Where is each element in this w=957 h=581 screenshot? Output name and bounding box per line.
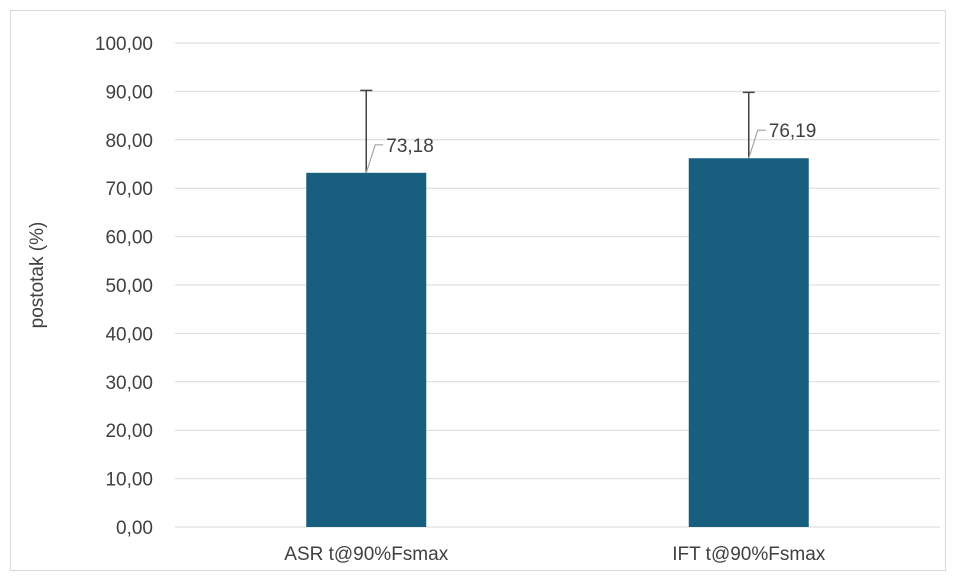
y-tick-label: 90,00 [105,82,153,103]
y-axis-label: postotak (%) [27,222,48,329]
y-tick-label: 0,00 [116,518,153,539]
y-tick-label: 60,00 [105,228,153,249]
error-bars [360,89,755,173]
bar [306,172,427,527]
bar [688,158,809,527]
y-tick-label: 30,00 [105,373,153,394]
y-tick-label: 50,00 [105,276,153,297]
y-tick-label: 80,00 [105,131,153,152]
y-tick-label: 70,00 [105,179,153,200]
data-label: 76,19 [769,121,817,142]
data-label-leader [365,144,384,173]
x-tick-label: IFT t@90%Fsmax [672,544,826,565]
data-label: 73,18 [386,136,434,157]
y-tick-label: 20,00 [105,421,153,442]
data-labels: 73,18 76,19 [365,121,817,173]
gridlines [175,42,940,528]
x-axis-ticks: ASR t@90%Fsmax IFT t@90%Fsmax [284,544,825,565]
y-axis-ticks: 0,00 10,00 20,00 30,00 40,00 50,00 60,00 70,00 8… [95,34,153,539]
y-tick-label: 100,00 [95,34,153,55]
x-tick-label: ASR t@90%Fsmax [284,544,448,565]
chart-frame [10,10,946,571]
y-tick-label: 40,00 [105,324,153,345]
data-label-leader [748,129,766,159]
y-tick-label: 10,00 [105,470,153,491]
bars [306,158,809,527]
